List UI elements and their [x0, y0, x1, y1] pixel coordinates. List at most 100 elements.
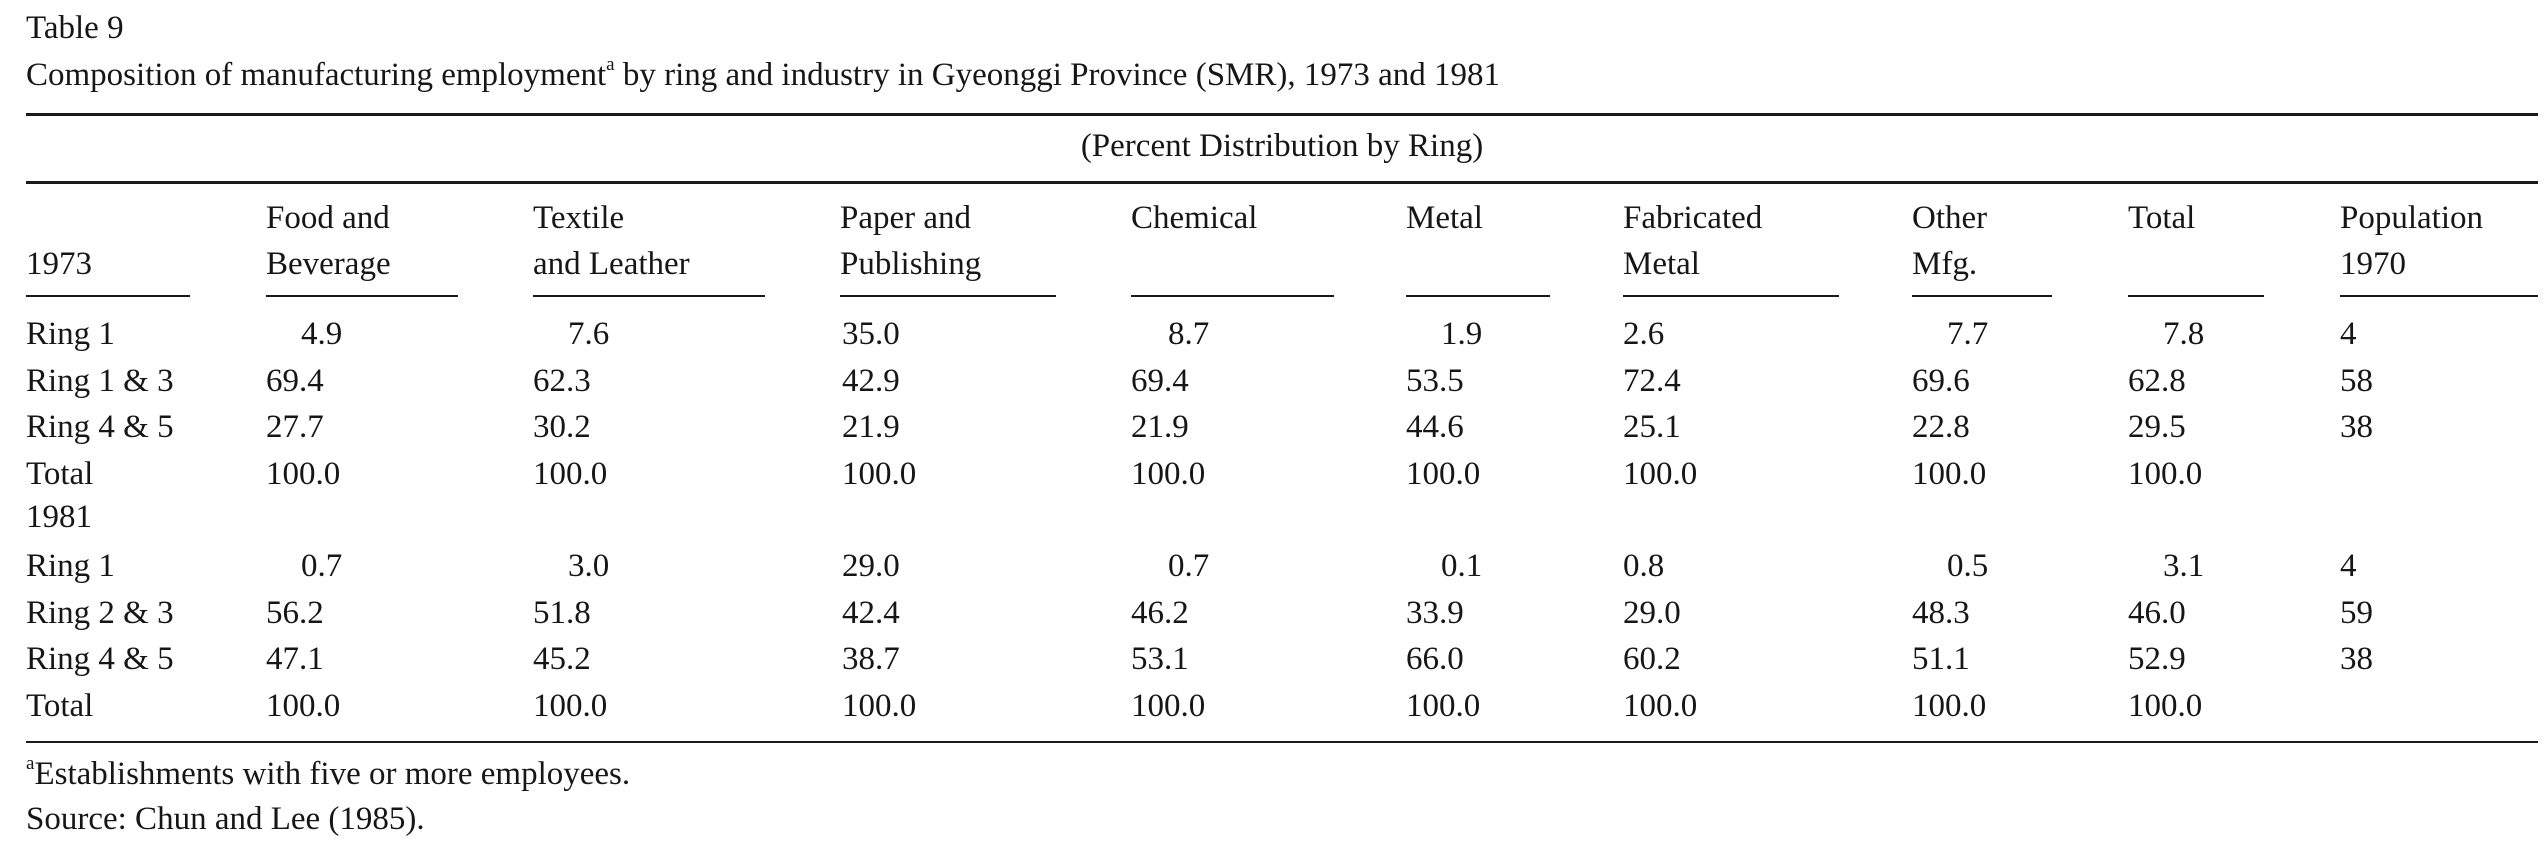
column-header-rule	[840, 295, 1056, 297]
table-cell: 45.2	[533, 641, 591, 677]
column-header: Other Mfg.	[1912, 195, 2052, 297]
table-cell: 100.0	[1131, 687, 1206, 724]
column-header-line1: Other	[1912, 200, 1988, 236]
column-header-rule	[1406, 295, 1550, 297]
column-header-line2: Beverage	[266, 246, 391, 282]
column-header-line2: 1973	[26, 246, 92, 282]
table-cell: 53.5	[1406, 362, 1464, 399]
column-header-line1	[26, 195, 92, 241]
row-label: Total	[26, 687, 94, 724]
top-rule	[26, 113, 2538, 116]
column-header-line2: 1970	[2340, 246, 2406, 282]
bottom-rule	[26, 741, 2538, 743]
table-label: Table 9	[26, 10, 124, 46]
table-cell: 69.4	[266, 362, 324, 399]
table-cell: 100.0	[1623, 455, 1698, 492]
column-header-rule	[1131, 295, 1334, 297]
table-cell: 100.0	[2128, 687, 2203, 724]
column-header: Chemical	[1131, 195, 1334, 297]
table-cell: 100.0	[1623, 687, 1698, 724]
column-header-rule	[1912, 295, 2052, 297]
column-header-line1: Paper and	[840, 200, 972, 236]
row-label: Ring 1	[26, 548, 115, 584]
column-header-line2: Metal	[1623, 246, 1700, 282]
footnote-marker: a	[26, 753, 35, 774]
row-label: Ring 4 & 5	[26, 409, 174, 445]
table-cell: 0.7	[301, 548, 343, 584]
table-cell: 38	[2340, 409, 2373, 445]
table-cell: 46.0	[2128, 594, 2186, 631]
column-header-rule	[2128, 295, 2264, 297]
table-cell: 100.0	[1406, 455, 1481, 492]
table-cell: 100.0	[266, 455, 341, 492]
table-cell: 48.3	[1912, 594, 1970, 631]
table-row: Ring 2 & 3 56.2 51.8 42.4 46.2 33.9 29.0 48.3 46…	[0, 590, 2548, 636]
column-header-rule	[1623, 295, 1839, 297]
table-title-rest: by ring and industry in Gyeonggi Provinc…	[614, 57, 1501, 93]
footnote-text: Establishments with five or more employe…	[34, 756, 631, 792]
table-cell: 100.0	[1406, 687, 1481, 724]
table-cell: 21.9	[842, 409, 900, 445]
table-cell: 53.1	[1131, 641, 1189, 677]
column-header-line1: Metal	[1406, 200, 1483, 236]
table-cell: 7.6	[568, 316, 610, 352]
row-label: Ring 1	[26, 316, 115, 352]
table-cell: 100.0	[842, 455, 917, 492]
table-cell: 66.0	[1406, 641, 1464, 677]
table-cell: 2.6	[1623, 316, 1665, 352]
table-cell: 100.0	[842, 687, 917, 724]
table-cell: 7.7	[1947, 316, 1989, 352]
column-header-line2: Publishing	[840, 246, 982, 282]
table-cell: 44.6	[1406, 409, 1464, 445]
table-cell: 42.4	[842, 594, 900, 631]
table-cell: 52.9	[2128, 641, 2186, 677]
table-cell: 0.8	[1623, 548, 1665, 584]
column-header-line2: and Leather	[533, 246, 690, 282]
table-cell: 100.0	[1131, 455, 1206, 492]
table-cell: 4	[2340, 316, 2357, 352]
table-cell: 4	[2340, 548, 2357, 584]
table-cell: 0.1	[1441, 548, 1483, 584]
table-cell: 3.0	[568, 548, 610, 584]
table-cell: 100.0	[533, 687, 608, 724]
table-row: Ring 1 4.9 7.6 35.0 8.7 1.9 2.6 7.7 7.8 4	[0, 311, 2548, 357]
table-cell: 0.7	[1168, 548, 1210, 584]
column-header-line1: Fabricated	[1623, 200, 1763, 236]
table-cell: 100.0	[2128, 455, 2203, 492]
table-cell: 58	[2340, 362, 2373, 399]
column-header-line2	[1131, 241, 1257, 287]
column-header-line2: Mfg.	[1912, 246, 1978, 282]
column-header: Food and Beverage	[266, 195, 458, 297]
table-cell: 69.6	[1912, 362, 1970, 399]
table-cell: 42.9	[842, 362, 900, 399]
table-cell: 4.9	[301, 316, 343, 352]
row-label: Total	[26, 455, 94, 492]
table-cell: 51.8	[533, 594, 591, 631]
table-cell: 59	[2340, 594, 2373, 631]
table-subheader: (Percent Distribution by Ring)	[1080, 128, 1484, 164]
table-cell: 29.0	[842, 548, 900, 584]
table-cell: 47.1	[266, 641, 324, 677]
table-cell: 29.0	[1623, 594, 1681, 631]
column-header-line2	[1406, 241, 1483, 287]
table-cell: 51.1	[1912, 641, 1970, 677]
table-cell: 56.2	[266, 594, 324, 631]
table-cell: 1.9	[1441, 316, 1483, 352]
column-header: Population 1970	[2340, 195, 2538, 297]
column-header-line2	[2128, 241, 2195, 287]
column-header-line1: Population	[2340, 200, 2484, 236]
table-cell: 38	[2340, 641, 2373, 677]
table-cell: 69.4	[1131, 362, 1189, 399]
table-row: Ring 4 & 5 47.1 45.2 38.7 53.1 66.0 60.2 51.1 52…	[0, 636, 2548, 682]
table-cell: 100.0	[1912, 455, 1987, 492]
column-header-line1: Textile	[533, 200, 625, 236]
table-cell: 35.0	[842, 316, 900, 352]
table-row: Ring 1 & 3 69.4 62.3 42.9 69.4 53.5 72.4 69.6 62…	[0, 358, 2548, 404]
table-title-main: Composition of manufacturing employment	[26, 57, 607, 93]
column-header-rule	[2340, 295, 2538, 297]
subheader-rule	[26, 181, 2538, 184]
row-label: Ring 2 & 3	[26, 594, 174, 631]
column-header: Total	[2128, 195, 2264, 297]
row-label: Ring 4 & 5	[26, 641, 174, 677]
table-cell: 0.5	[1947, 548, 1989, 584]
